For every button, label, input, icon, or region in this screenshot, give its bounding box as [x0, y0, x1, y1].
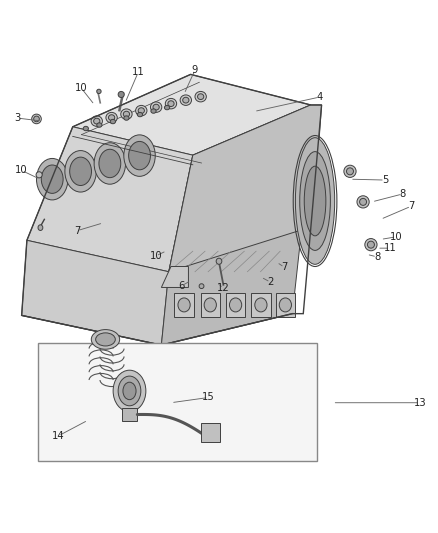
Polygon shape [161, 227, 302, 345]
Ellipse shape [216, 258, 222, 264]
Ellipse shape [164, 106, 170, 110]
Text: 5: 5 [382, 175, 388, 185]
Ellipse shape [99, 149, 121, 177]
Polygon shape [122, 408, 138, 422]
Ellipse shape [113, 370, 146, 411]
Ellipse shape [138, 112, 143, 117]
Ellipse shape [365, 239, 377, 251]
Text: 2: 2 [267, 277, 274, 287]
Ellipse shape [195, 92, 206, 102]
Ellipse shape [83, 126, 88, 131]
Ellipse shape [178, 298, 190, 312]
Text: 14: 14 [52, 431, 65, 441]
Text: 8: 8 [399, 189, 406, 199]
Text: 10: 10 [75, 83, 88, 93]
Polygon shape [27, 127, 193, 272]
Ellipse shape [123, 382, 136, 400]
Ellipse shape [204, 298, 216, 312]
Ellipse shape [34, 116, 39, 122]
Text: 15: 15 [202, 392, 215, 402]
Ellipse shape [168, 101, 174, 107]
Text: 9: 9 [192, 65, 198, 75]
Text: 4: 4 [316, 92, 322, 102]
Ellipse shape [124, 111, 130, 117]
Text: 10: 10 [390, 232, 403, 242]
Ellipse shape [360, 198, 367, 205]
Text: 7: 7 [408, 201, 414, 211]
Polygon shape [73, 75, 311, 155]
Ellipse shape [32, 114, 41, 124]
Ellipse shape [94, 143, 126, 184]
Ellipse shape [153, 104, 159, 110]
Ellipse shape [165, 99, 177, 109]
Ellipse shape [151, 109, 156, 113]
Ellipse shape [65, 151, 96, 192]
Ellipse shape [91, 329, 120, 349]
Ellipse shape [109, 115, 115, 120]
Text: 7: 7 [74, 225, 80, 236]
Polygon shape [201, 293, 220, 317]
Ellipse shape [91, 116, 102, 126]
Polygon shape [169, 105, 311, 272]
Ellipse shape [95, 333, 115, 346]
Ellipse shape [295, 138, 335, 264]
Polygon shape [161, 266, 188, 287]
Text: 11: 11 [384, 243, 396, 253]
Ellipse shape [36, 158, 68, 200]
Ellipse shape [344, 165, 356, 177]
Ellipse shape [138, 108, 145, 114]
Ellipse shape [36, 172, 42, 178]
Ellipse shape [183, 97, 189, 103]
Ellipse shape [199, 284, 204, 288]
Ellipse shape [255, 298, 267, 312]
Polygon shape [21, 240, 169, 345]
Ellipse shape [279, 298, 291, 312]
Ellipse shape [41, 165, 63, 193]
Text: 12: 12 [217, 284, 230, 293]
Polygon shape [201, 423, 220, 441]
Text: 8: 8 [374, 252, 380, 262]
Ellipse shape [230, 298, 242, 312]
Ellipse shape [300, 151, 330, 251]
Ellipse shape [97, 89, 101, 94]
Text: 10: 10 [15, 165, 28, 175]
Ellipse shape [124, 116, 129, 120]
Ellipse shape [357, 196, 369, 208]
Polygon shape [226, 293, 245, 317]
Ellipse shape [129, 141, 150, 170]
Text: 7: 7 [281, 262, 288, 272]
Polygon shape [251, 293, 271, 317]
Ellipse shape [106, 112, 117, 123]
Text: 3: 3 [14, 113, 21, 123]
Ellipse shape [180, 95, 191, 106]
Ellipse shape [150, 102, 162, 112]
Ellipse shape [198, 94, 204, 100]
Ellipse shape [136, 106, 147, 116]
Polygon shape [174, 293, 194, 317]
Ellipse shape [110, 119, 116, 124]
Text: 10: 10 [149, 251, 162, 261]
Ellipse shape [118, 376, 141, 406]
Ellipse shape [304, 166, 326, 236]
Text: 11: 11 [132, 67, 145, 77]
Ellipse shape [367, 241, 374, 248]
Ellipse shape [118, 92, 124, 98]
Bar [38, 343, 317, 461]
Ellipse shape [70, 157, 92, 185]
Ellipse shape [121, 109, 132, 119]
Text: 13: 13 [413, 398, 426, 408]
Ellipse shape [38, 225, 43, 230]
Ellipse shape [124, 135, 155, 176]
Text: 6: 6 [179, 281, 185, 290]
Ellipse shape [94, 118, 100, 124]
Ellipse shape [346, 168, 353, 175]
Polygon shape [169, 105, 321, 272]
Polygon shape [276, 293, 295, 317]
Ellipse shape [97, 123, 102, 127]
